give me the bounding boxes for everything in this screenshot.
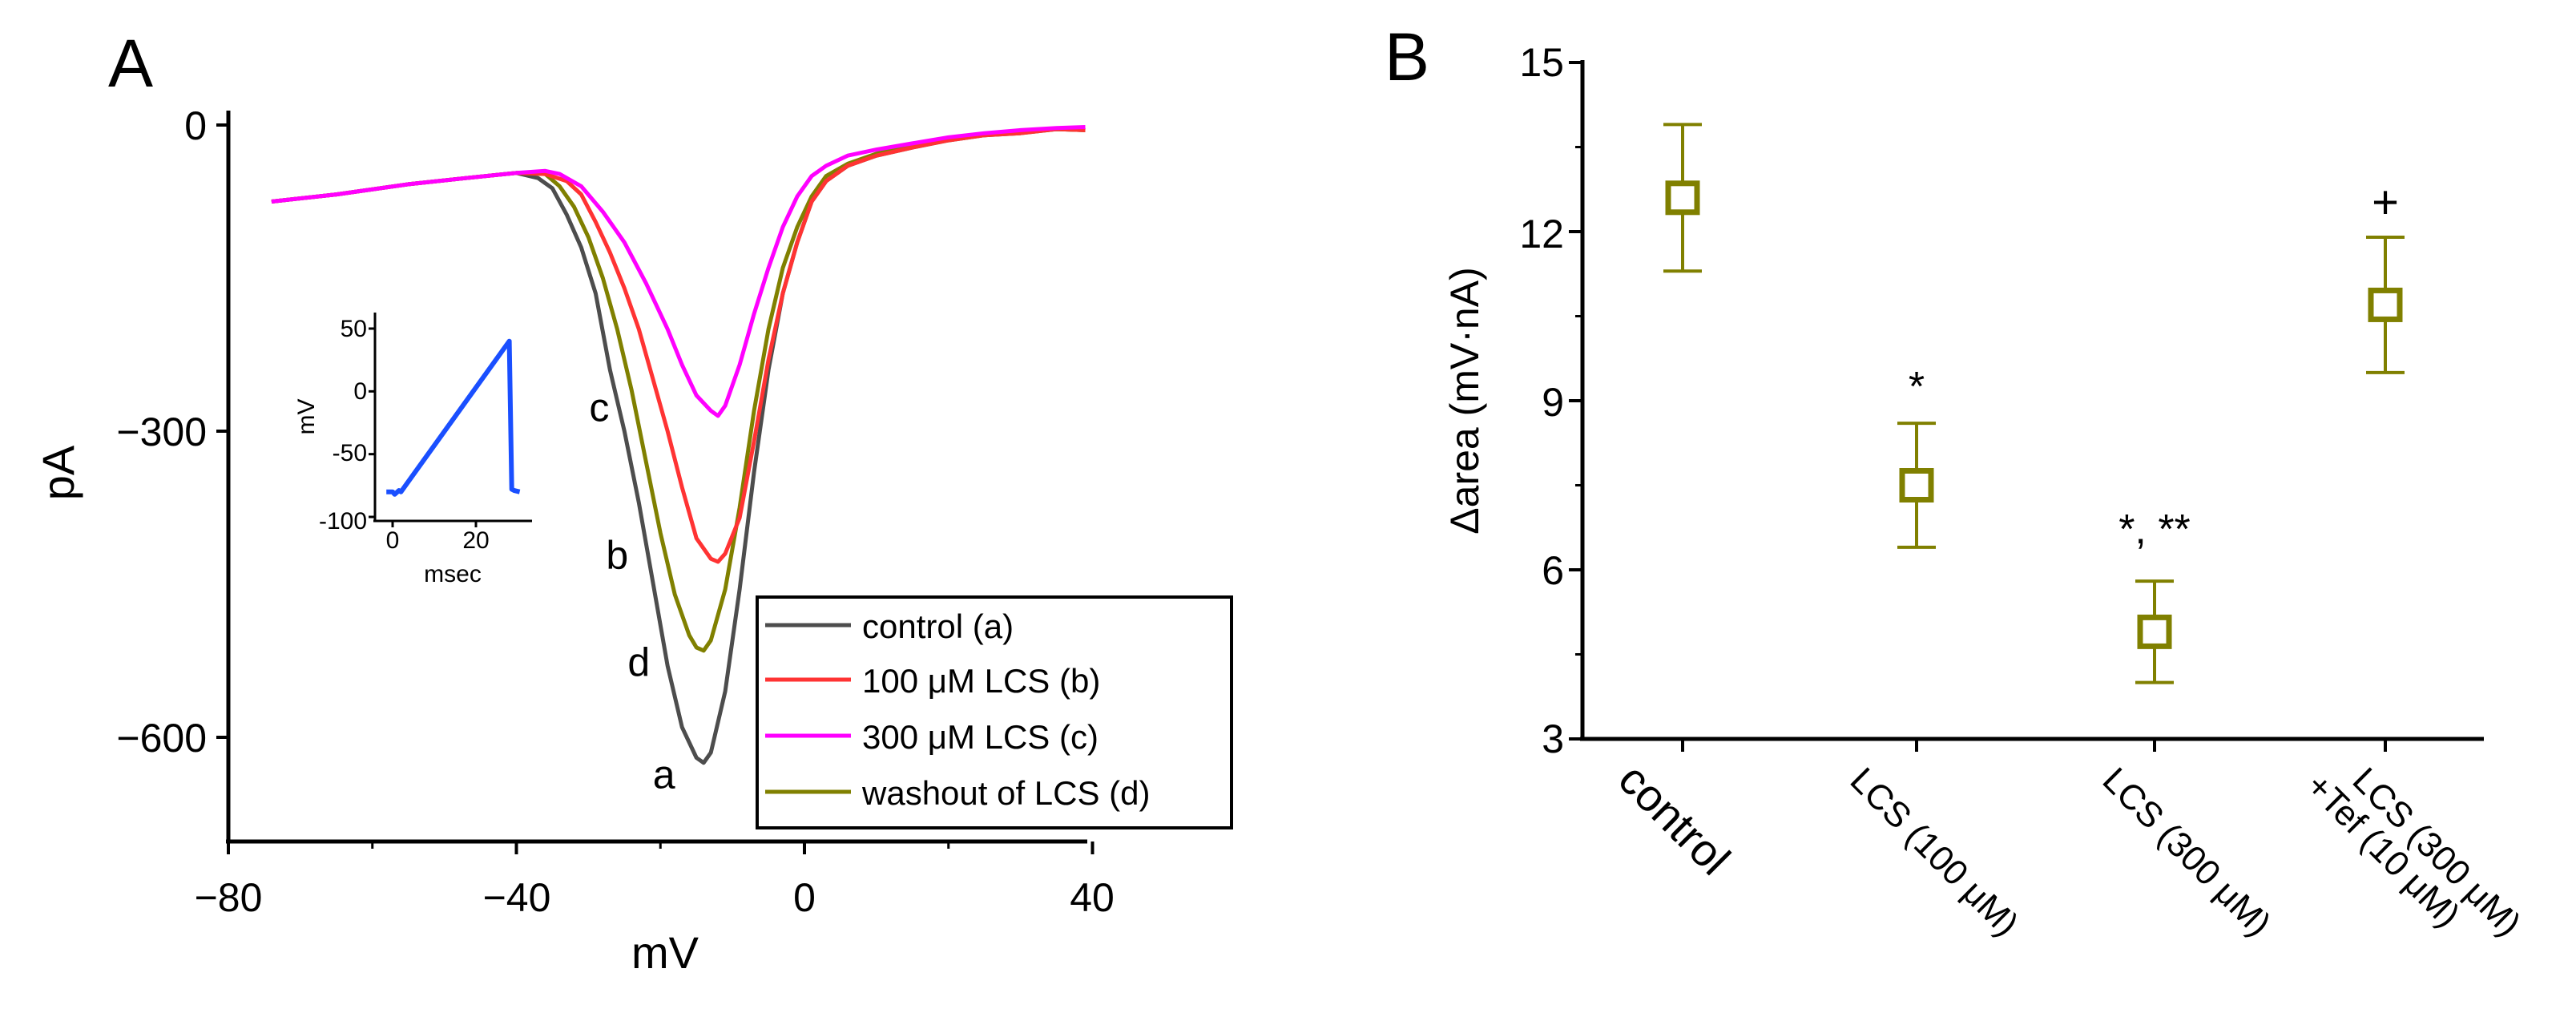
legend-label-control: control (a)	[862, 607, 1014, 645]
curve-label-a: a	[653, 753, 675, 797]
panel-b: B 3 6 9 12 15 Δarea (mV·nA) * *, ** + co…	[1385, 19, 2529, 944]
inset-trace	[386, 338, 521, 497]
panel-b-tick-y-1: 6	[1542, 548, 1564, 593]
point-lcs300-tef	[2368, 287, 2403, 322]
trace-washout	[271, 127, 1086, 653]
panel-b-tick-y-0: 3	[1542, 716, 1564, 761]
curve-label-d: d	[627, 640, 650, 685]
panel-a-tick-x-0: −80	[195, 875, 263, 920]
curve-label-b: b	[606, 533, 628, 578]
category-label-lcs300-tef: LCS (300 μM) +Tef (10 μM)	[2299, 761, 2529, 944]
legend: control (a) 100 μM LCS (b) 300 μM LCS (c…	[756, 595, 1233, 829]
panel-a-tick-y-2: −600	[116, 716, 207, 761]
category-label-control-line1: control	[1609, 753, 1740, 884]
panel-b-tick-y-3: 12	[1519, 212, 1564, 256]
point-group-control	[1663, 123, 1702, 273]
panel-a-tick-y-0: 0	[184, 103, 207, 148]
category-label-lcs300: LCS (300 μM)	[2095, 761, 2279, 944]
trace-lcs300	[271, 125, 1086, 418]
panel-a-y-label: pA	[33, 445, 83, 500]
panel-a-label: A	[108, 26, 153, 101]
legend-label-lcs100: 100 μM LCS (b)	[862, 662, 1100, 700]
legend-label-lcs300: 300 μM LCS (c)	[862, 718, 1099, 756]
point-group-lcs100	[1897, 422, 1936, 549]
legend-label-washout: washout of LCS (d)	[861, 774, 1151, 812]
point-group-lcs300	[2135, 579, 2174, 684]
inset-tick-y-3: -100	[319, 508, 367, 535]
panel-a-tick-y-1: −300	[116, 410, 207, 454]
inset-tick-x-1: 20	[462, 527, 489, 554]
category-label-lcs100: LCS (100 μM)	[1843, 761, 2026, 944]
category-label-lcs100-line1: LCS (100 μM)	[1843, 761, 2026, 944]
category-label-lcs300-line1: LCS (300 μM)	[2095, 761, 2279, 944]
inset-tick-y-1: 0	[353, 378, 367, 405]
panel-b-points	[1663, 123, 2405, 684]
inset-x-label: msec	[424, 561, 482, 587]
panel-a: A 0 −300 −600 −80 −40 0 40 mV pA a b c d…	[33, 26, 1233, 978]
annotation-lcs300-tef: +	[2372, 176, 2399, 228]
category-label-control: control	[1609, 753, 1740, 884]
panel-a-curves	[271, 125, 1086, 765]
curve-label-c: c	[589, 385, 609, 430]
point-lcs100	[1899, 468, 1934, 502]
panel-b-label: B	[1385, 19, 1429, 95]
inset: 50 0 -50 -100 0 20 msec mV	[293, 313, 532, 587]
point-group-lcs300-tef	[2366, 236, 2405, 374]
annotation-lcs300: *, **	[2118, 507, 2191, 553]
panel-a-tick-x-3: 40	[1070, 875, 1115, 920]
annotation-lcs100: *	[1909, 364, 1925, 410]
legend-box	[756, 595, 1233, 829]
panel-a-tick-x-1: −40	[483, 875, 551, 920]
point-lcs300	[2137, 614, 2172, 649]
inset-ticks	[369, 327, 478, 527]
inset-y-label: mV	[293, 399, 320, 435]
panel-b-tick-y-2: 9	[1542, 380, 1564, 425]
point-control	[1665, 180, 1700, 216]
inset-tick-y-0: 50	[341, 316, 367, 342]
panel-a-x-label: mV	[631, 927, 699, 978]
panel-a-ticks	[216, 123, 1094, 854]
panel-b-y-label: Δarea (mV·nA)	[1442, 267, 1487, 534]
inset-tick-x-0: 0	[386, 527, 400, 554]
panel-a-tick-x-2: 0	[793, 875, 816, 920]
inset-tick-y-2: -50	[333, 440, 367, 466]
trace-lcs100	[271, 127, 1086, 564]
panel-b-tick-y-4: 15	[1519, 40, 1564, 85]
panel-b-ticks	[1569, 61, 2387, 752]
